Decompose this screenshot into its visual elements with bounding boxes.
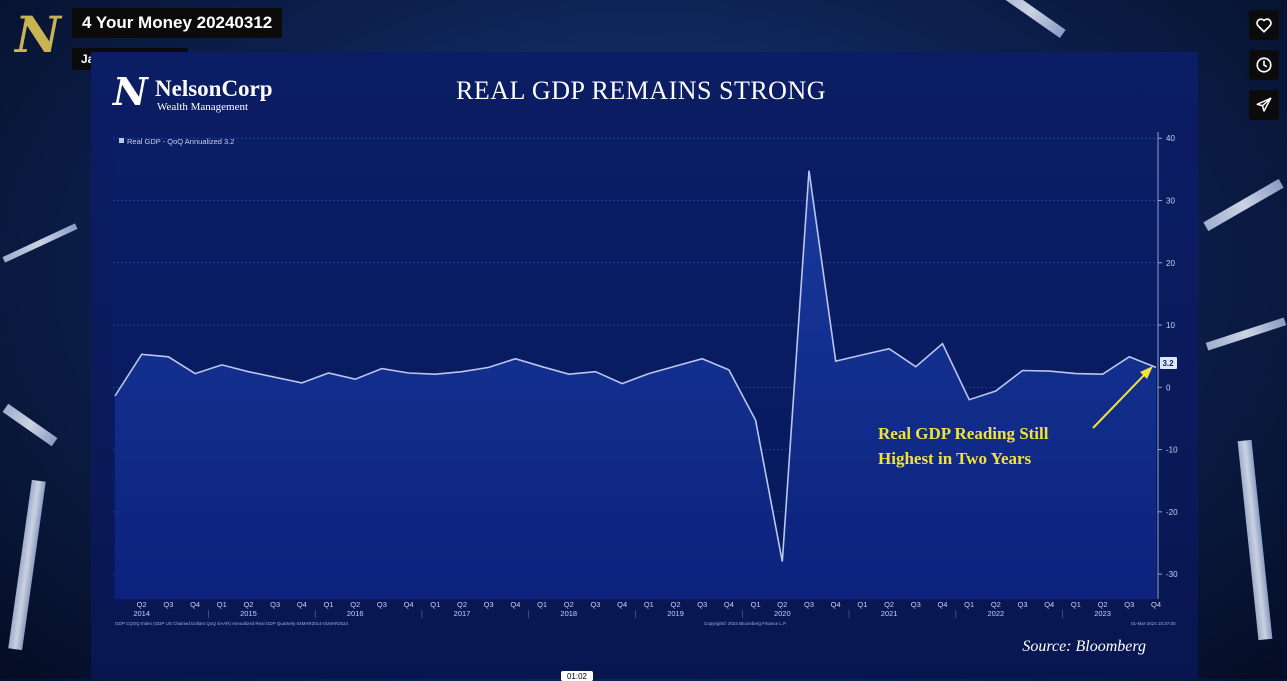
x-tick-label: Q4: [297, 600, 307, 609]
x-tick-label: Q2: [350, 600, 360, 609]
x-tick-label: Q2: [671, 600, 681, 609]
x-tick-label: Q2: [1098, 600, 1108, 609]
source-credit: Source: Bloomberg: [1022, 638, 1146, 655]
x-tick-label: Q2: [243, 600, 253, 609]
watch-later-button[interactable]: [1249, 50, 1279, 80]
series-area: [115, 170, 1156, 599]
footnote-left: GDP CQOQ Index (GDP US Chained Dollars Q…: [115, 621, 349, 626]
send-icon: [1256, 97, 1272, 112]
last-value-marker: 3.2: [1160, 357, 1177, 369]
legend: Real GDP - QoQ Annualized 3.2: [119, 137, 234, 146]
x-tick-label: Q1: [857, 600, 867, 609]
legend-label: Real GDP - QoQ Annualized 3.2: [127, 137, 234, 146]
x-tick-label: Q3: [163, 600, 173, 609]
footnote-mid: Copyright© 2024 Bloomberg Finance L.P.: [704, 620, 787, 626]
slide-title: REAL GDP REMAINS STRONG: [456, 76, 826, 105]
brand-tagline: Wealth Management: [157, 101, 249, 113]
x-tick-label: Q3: [1124, 600, 1134, 609]
x-tick-label: Q4: [724, 600, 734, 609]
video-title[interactable]: 4 Your Money 20240312: [72, 8, 283, 38]
series-line: [114, 170, 1157, 562]
last-value-label: 3.2: [1162, 359, 1174, 368]
x-tick-label: Q1: [964, 600, 974, 609]
y-tick-label: 20: [1166, 259, 1175, 268]
x-year-label: 2015: [240, 609, 257, 618]
x-tick-label: Q4: [831, 600, 841, 609]
x-tick-label: Q1: [217, 600, 227, 609]
annotation-arrow: [1092, 369, 1150, 429]
last-value-box: [1160, 357, 1177, 369]
clock-icon: [1256, 57, 1272, 73]
x-year-label: 2019: [667, 609, 684, 618]
x-tick-label: Q4: [510, 600, 520, 609]
x-tick-label: Q1: [644, 600, 654, 609]
x-year-label: 2016: [347, 609, 364, 618]
y-tick-label: -10: [1166, 446, 1178, 455]
timecode: 01:02: [561, 671, 593, 681]
x-tick-label: Q3: [484, 600, 494, 609]
x-tick-label: Q3: [590, 600, 600, 609]
x-tick-label: Q4: [937, 600, 947, 609]
x-tick-label: Q2: [457, 600, 467, 609]
x-year-label: 2020: [774, 609, 791, 618]
x-tick-label: Q3: [270, 600, 280, 609]
annotation-arrowhead: [1140, 366, 1153, 379]
x-axis-labels: Q2 Q3 Q4 Q1 Q2 Q3 Q4 Q1 Q2 Q3 Q4 Q1 Q2 Q3 Q4 Q1 Q2 Q3 Q4 Q1…: [133, 600, 1161, 618]
x-tick-label: Q1: [537, 600, 547, 609]
x-tick-label: Q4: [404, 600, 414, 609]
x-tick-label: Q1: [430, 600, 440, 609]
x-tick-label: Q4: [190, 600, 200, 609]
y-tick-label: -20: [1166, 508, 1178, 517]
annotation-line-1: Real GDP Reading Still: [878, 424, 1049, 443]
y-axis-labels: 40 30 20 10 0 -10 -20 -30: [1158, 134, 1178, 579]
x-tick-label: Q2: [137, 600, 147, 609]
x-year-label: 2017: [454, 609, 471, 618]
x-tick-label: Q2: [884, 600, 894, 609]
channel-logo[interactable]: N: [15, 5, 61, 64]
x-tick-label: Q3: [804, 600, 814, 609]
like-button[interactable]: [1249, 10, 1279, 40]
x-tick-label: Q3: [1018, 600, 1028, 609]
presentation-slide: N NelsonCorp Wealth Management REAL GDP …: [91, 52, 1198, 679]
x-year-label: 2022: [988, 609, 1005, 618]
x-tick-label: Q4: [1044, 600, 1054, 609]
y-tick-label: 40: [1166, 134, 1175, 143]
x-year-label: 2021: [881, 609, 898, 618]
y-tick-label: 30: [1166, 196, 1175, 205]
x-tick-label: Q1: [1071, 600, 1081, 609]
legend-swatch: [119, 138, 124, 143]
heart-icon: [1256, 18, 1272, 33]
x-year-label: 2014: [133, 609, 150, 618]
x-tick-label: Q2: [777, 600, 787, 609]
footnote-right: 01-Mar-2024 15:37:00: [1131, 621, 1176, 626]
x-tick-label: Q3: [697, 600, 707, 609]
annotation-line-2: Highest in Two Years: [878, 449, 1032, 468]
x-tick-label: Q2: [991, 600, 1001, 609]
brand-name: NelsonCorp: [155, 76, 273, 101]
share-button[interactable]: [1249, 90, 1279, 120]
x-tick-label: Q1: [324, 600, 334, 609]
x-tick-label: Q3: [911, 600, 921, 609]
annotation: Real GDP Reading Still Highest in Two Ye…: [878, 366, 1153, 468]
brand-mark: N: [113, 69, 148, 114]
y-tick-label: 0: [1166, 383, 1171, 392]
x-year-label: 2018: [560, 609, 577, 618]
y-tick-label: 10: [1166, 321, 1175, 330]
x-year-label: 2023: [1094, 609, 1111, 618]
x-tick-label: Q4: [617, 600, 627, 609]
x-tick-label: Q2: [564, 600, 574, 609]
x-tick-label: Q3: [377, 600, 387, 609]
x-tick-label: Q1: [751, 600, 761, 609]
y-tick-label: -30: [1166, 570, 1178, 579]
x-tick-label: Q4: [1151, 600, 1161, 609]
